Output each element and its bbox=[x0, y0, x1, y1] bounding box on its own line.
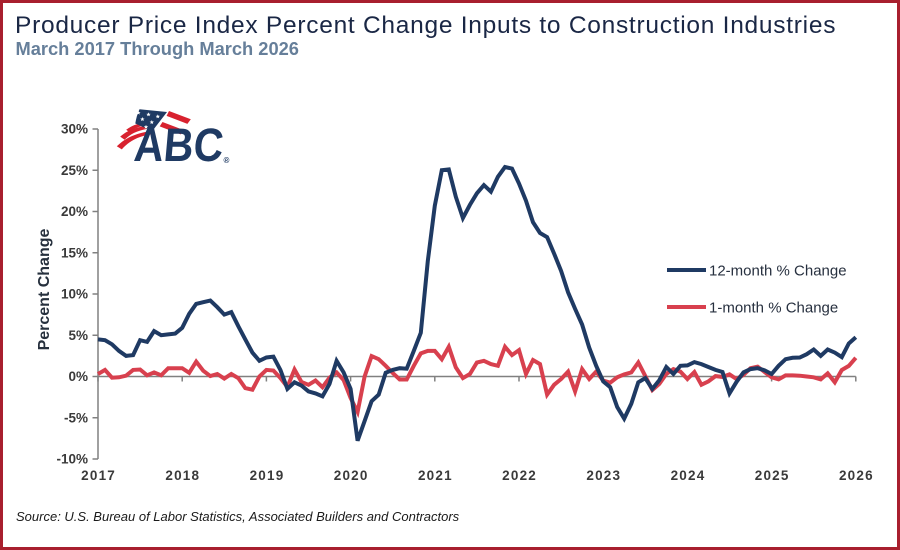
svg-text:2025: 2025 bbox=[755, 468, 790, 483]
svg-text:Percent Change: Percent Change bbox=[36, 228, 53, 350]
svg-text:20%: 20% bbox=[61, 204, 88, 219]
svg-text:2021: 2021 bbox=[418, 468, 453, 483]
svg-text:30%: 30% bbox=[61, 122, 88, 137]
svg-text:March 2017 Through March 2026: March 2017 Through March 2026 bbox=[16, 38, 299, 59]
svg-text:0%: 0% bbox=[68, 369, 88, 384]
svg-text:2026: 2026 bbox=[839, 468, 874, 483]
svg-text:Producer Price Index Percent C: Producer Price Index Percent Change Inpu… bbox=[15, 12, 836, 39]
svg-text:5%: 5% bbox=[68, 328, 88, 343]
svg-text:10%: 10% bbox=[61, 287, 88, 302]
svg-text:2023: 2023 bbox=[586, 468, 621, 483]
svg-text:®: ® bbox=[224, 156, 230, 165]
svg-text:2017: 2017 bbox=[81, 468, 116, 483]
svg-text:12-month % Change: 12-month % Change bbox=[709, 263, 847, 280]
svg-text:2018: 2018 bbox=[165, 468, 200, 483]
svg-text:ABC: ABC bbox=[132, 118, 226, 171]
svg-text:-5%: -5% bbox=[64, 410, 88, 425]
svg-text:25%: 25% bbox=[61, 163, 88, 178]
svg-text:Source: U.S. Bureau of Labor S: Source: U.S. Bureau of Labor Statistics,… bbox=[16, 509, 460, 524]
svg-text:2022: 2022 bbox=[502, 468, 537, 483]
svg-text:15%: 15% bbox=[61, 245, 88, 260]
svg-text:-10%: -10% bbox=[56, 452, 88, 467]
svg-text:1-month % Change: 1-month % Change bbox=[709, 300, 838, 317]
svg-text:2019: 2019 bbox=[250, 468, 285, 483]
svg-text:2020: 2020 bbox=[334, 468, 369, 483]
svg-text:2024: 2024 bbox=[671, 468, 706, 483]
